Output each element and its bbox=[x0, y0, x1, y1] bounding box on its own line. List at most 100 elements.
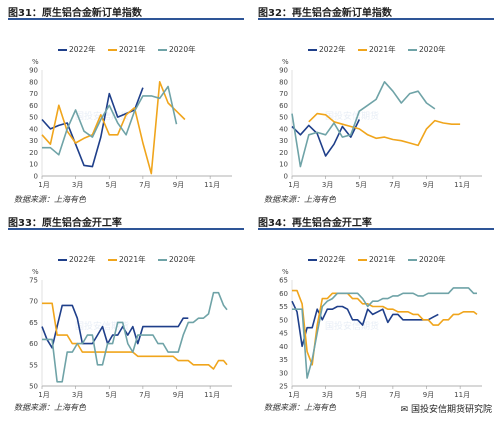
watermark: 国投安信期货 bbox=[325, 322, 380, 332]
chart-panel-33: 图33：原生铝合金开工率 2022年 2021年 2020年 国投安信期货 % 5… bbox=[0, 214, 250, 414]
y-unit-label: % bbox=[282, 58, 289, 66]
legend: 2022年 2021年 2020年 bbox=[0, 20, 250, 54]
y-tick-label: 50 bbox=[279, 316, 288, 324]
y-tick-label: 50 bbox=[279, 114, 288, 122]
chart-title: 图31：原生铝合金新订单指数 bbox=[8, 8, 142, 19]
x-tick-label: 1月 bbox=[288, 391, 299, 399]
y-tick-label: 30 bbox=[279, 369, 288, 377]
x-tick-label: 7月 bbox=[139, 181, 150, 189]
brand-logo: ✉ 国投安信期货研究院 bbox=[401, 402, 492, 415]
x-tick-label: 9月 bbox=[423, 391, 434, 399]
y-tick-label: 65 bbox=[29, 319, 38, 327]
y-tick-label: 65 bbox=[279, 277, 288, 285]
x-tick-label: 7月 bbox=[389, 181, 400, 189]
x-tick-label: 7月 bbox=[139, 391, 150, 399]
y-unit-label: % bbox=[282, 268, 289, 276]
line-chart: % 0 10 20 30 40 50 60 70 80 90 1月 3月 5月 7月 9月 11月 bbox=[279, 58, 482, 189]
x-tick-label: 1月 bbox=[288, 181, 299, 189]
series-line-2020年 bbox=[42, 291, 228, 383]
series-line-2020年 bbox=[292, 287, 477, 379]
x-tick-label: 5月 bbox=[106, 391, 117, 399]
y-tick-label: 60 bbox=[279, 290, 288, 298]
chart-panel-32: 图32：再生铝合金新订单指数 2022年 2021年 2020年 国投安信期货 … bbox=[250, 4, 500, 204]
x-tick-label: 11月 bbox=[204, 181, 220, 189]
series-line-2021年 bbox=[41, 81, 186, 175]
x-tick-label: 7月 bbox=[389, 391, 400, 399]
x-tick-label: 3月 bbox=[322, 391, 333, 399]
brand-text: 国投安信期货研究院 bbox=[410, 405, 492, 415]
line-chart: % 50 55 60 65 70 75 1月 3月 5月 7月 9月 11月 bbox=[29, 268, 232, 399]
x-tick-label: 11月 bbox=[454, 391, 470, 399]
y-tick-label: 80 bbox=[29, 78, 38, 86]
x-tick-label: 11月 bbox=[454, 181, 470, 189]
x-tick-label: 5月 bbox=[106, 181, 117, 189]
y-tick-label: 40 bbox=[279, 125, 288, 133]
title-rule bbox=[258, 18, 494, 20]
wechat-icon: ✉ bbox=[400, 405, 411, 415]
line-chart: % 0 10 20 30 40 50 60 70 80 90 1月 3月 5月 7月 9月 11月 bbox=[29, 58, 232, 189]
y-tick-label: 10 bbox=[279, 161, 288, 169]
x-tick-label: 5月 bbox=[356, 391, 367, 399]
y-tick-label: 70 bbox=[279, 90, 288, 98]
title-rule bbox=[258, 228, 494, 230]
series-line-2021年 bbox=[42, 302, 228, 370]
y-tick-label: 30 bbox=[29, 137, 38, 145]
chart-panel-31: 图31：原生铝合金新订单指数 2022年 2021年 2020年 国投安信期货 … bbox=[0, 4, 250, 204]
y-tick-label: 20 bbox=[279, 149, 288, 157]
chart-title: 图34：再生铝合金开工率 bbox=[258, 218, 372, 229]
y-tick-label: 35 bbox=[279, 356, 288, 364]
y-tick-label: 10 bbox=[29, 161, 38, 169]
data-source: 数据来源：上海有色 bbox=[264, 195, 336, 204]
title-rule bbox=[8, 18, 244, 20]
series-line-2022年 bbox=[41, 87, 144, 168]
legend-item-2022: 2022年 bbox=[308, 254, 346, 265]
legend: 2022年 2021年 2020年 bbox=[250, 230, 500, 264]
y-tick-label: 60 bbox=[29, 340, 38, 348]
legend-item-2021: 2021年 bbox=[108, 254, 146, 265]
legend: 2022年 2021年 2020年 bbox=[0, 230, 250, 264]
chart-title: 图32：再生铝合金新订单指数 bbox=[258, 8, 392, 19]
x-tick-label: 3月 bbox=[72, 181, 83, 189]
series-line-2021年 bbox=[308, 112, 461, 147]
y-tick-label: 40 bbox=[279, 343, 288, 351]
legend-item-2021: 2021年 bbox=[108, 44, 146, 55]
y-tick-label: 90 bbox=[29, 67, 38, 75]
y-tick-label: 55 bbox=[279, 303, 288, 311]
y-tick-label: 30 bbox=[279, 137, 288, 145]
legend-item-2020: 2020年 bbox=[158, 44, 196, 55]
legend-item-2022: 2022年 bbox=[308, 44, 346, 55]
legend-item-2021: 2021年 bbox=[358, 254, 396, 265]
y-tick-label: 0 bbox=[34, 173, 38, 181]
y-tick-label: 0 bbox=[284, 173, 288, 181]
legend-item-2020: 2020年 bbox=[408, 254, 446, 265]
series-line-2020年 bbox=[42, 85, 178, 156]
y-tick-label: 45 bbox=[279, 330, 288, 338]
x-tick-label: 3月 bbox=[72, 391, 83, 399]
data-source: 数据来源：上海有色 bbox=[14, 403, 86, 412]
data-source: 数据来源：上海有色 bbox=[14, 195, 86, 204]
x-tick-label: 9月 bbox=[173, 181, 184, 189]
x-tick-label: 9月 bbox=[173, 391, 184, 399]
y-tick-label: 60 bbox=[279, 102, 288, 110]
y-tick-label: 70 bbox=[29, 298, 38, 306]
title-rule bbox=[8, 228, 244, 230]
data-source: 数据来源：上海有色 bbox=[264, 403, 336, 412]
y-tick-label: 50 bbox=[29, 383, 38, 391]
y-tick-label: 75 bbox=[29, 277, 38, 285]
chart-panel-34: 图34：再生铝合金开工率 2022年 2021年 2020年 国投安信期货 % 2… bbox=[250, 214, 500, 414]
x-tick-label: 11月 bbox=[204, 391, 220, 399]
y-tick-label: 40 bbox=[29, 125, 38, 133]
y-unit-label: % bbox=[32, 268, 39, 276]
legend-item-2020: 2020年 bbox=[158, 254, 196, 265]
x-tick-label: 5月 bbox=[356, 181, 367, 189]
y-tick-label: 80 bbox=[279, 78, 288, 86]
y-tick-label: 60 bbox=[29, 102, 38, 110]
x-tick-label: 3月 bbox=[322, 181, 333, 189]
y-tick-label: 50 bbox=[29, 114, 38, 122]
chart-title: 图33：原生铝合金开工率 bbox=[8, 218, 122, 229]
legend-item-2022: 2022年 bbox=[58, 44, 96, 55]
legend-item-2022: 2022年 bbox=[58, 254, 96, 265]
legend: 2022年 2021年 2020年 bbox=[250, 20, 500, 54]
series-line-2022年 bbox=[41, 304, 189, 349]
y-unit-label: % bbox=[32, 58, 39, 66]
